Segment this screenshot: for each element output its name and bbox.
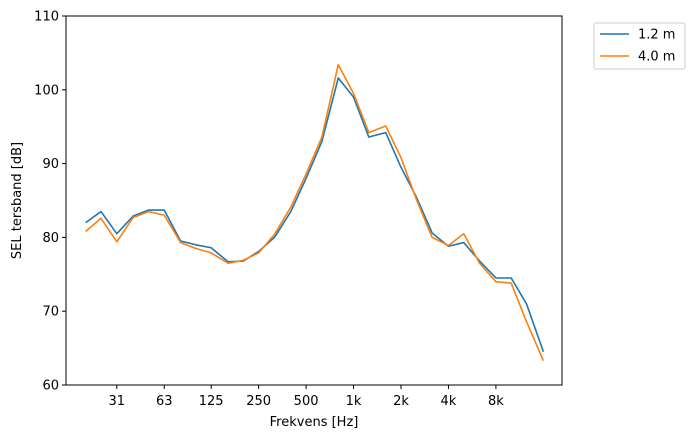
y-axis: 60 70 80 90 100 110 [34, 10, 66, 394]
y-tick-label: 90 [42, 157, 59, 172]
series-line-1-2-m [85, 77, 545, 353]
plot-frame [65, 15, 563, 386]
y-tick-label: 80 [42, 231, 59, 246]
x-axis: 31 63 125 250 500 1k 2k 4k 8k [109, 385, 504, 409]
y-tick-label: 110 [34, 10, 59, 25]
y-tick-label: 60 [42, 379, 59, 394]
x-tick-label: 31 [109, 394, 126, 409]
legend-label-1-2-m: 1.2 m [638, 28, 675, 43]
x-tick-label: 63 [156, 394, 173, 409]
x-tick-label: 500 [294, 394, 319, 409]
x-tick-label: 125 [199, 394, 224, 409]
y-axis-label: SEL tersband [dB] [10, 142, 25, 259]
series-line-4-0-m [85, 63, 545, 361]
legend: 1.2 m 4.0 m [593, 22, 686, 70]
x-tick-label: 1k [346, 394, 362, 409]
x-tick-label: 250 [246, 394, 271, 409]
x-tick-label: 4k [441, 394, 457, 409]
y-tick-label: 100 [34, 83, 59, 98]
x-tick-label: 8k [488, 394, 504, 409]
legend-label-4-0-m: 4.0 m [638, 50, 675, 65]
x-axis-label: Frekvens [Hz] [270, 415, 359, 430]
y-tick-label: 70 [42, 305, 59, 320]
x-tick-label: 2k [393, 394, 409, 409]
plot-area [85, 63, 545, 361]
